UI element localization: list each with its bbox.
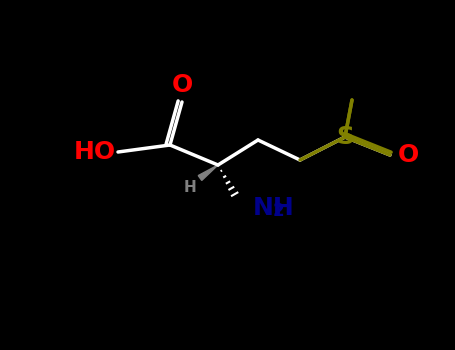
Text: O: O: [172, 73, 192, 97]
Text: H: H: [183, 180, 196, 195]
Polygon shape: [198, 165, 218, 181]
Text: 2: 2: [273, 202, 285, 220]
Text: NH: NH: [253, 196, 295, 220]
Text: HO: HO: [74, 140, 116, 164]
Text: S: S: [336, 125, 354, 149]
Text: O: O: [398, 143, 419, 167]
